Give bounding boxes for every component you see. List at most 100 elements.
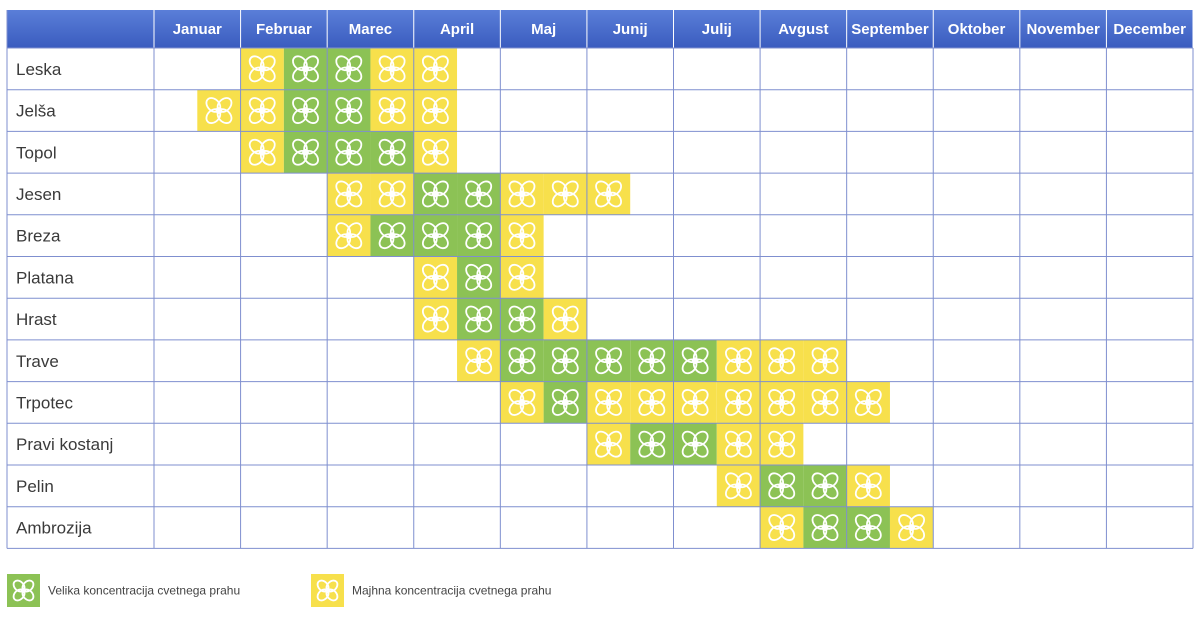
concentration-cell — [846, 506, 890, 549]
concentration-cell — [803, 381, 847, 424]
plant-label: Topol — [16, 143, 57, 162]
concentration-cell — [803, 465, 847, 507]
flower-icon — [811, 472, 839, 500]
concentration-cell — [413, 256, 458, 299]
plant-label: Jelša — [16, 102, 56, 121]
concentration-cell — [240, 131, 284, 174]
concentration-cell — [716, 339, 761, 382]
flower-icon — [421, 263, 449, 291]
concentration-cell — [716, 423, 761, 465]
concentration-cell — [500, 381, 544, 424]
concentration-cell — [846, 381, 890, 424]
plant-labels: Leska Jelša Topol Jesen Breza Platana Hrast Tra… — [16, 60, 113, 538]
concentration-cell — [760, 465, 804, 507]
month-label: April — [440, 21, 474, 38]
legend-item-high: Velika koncentracija cvetnega prahu — [7, 574, 240, 607]
concentration-cell — [413, 48, 458, 90]
flower-icon — [421, 138, 449, 166]
flower-icon — [465, 305, 493, 333]
flower-icon — [12, 579, 35, 602]
concentration-cell — [457, 339, 501, 382]
concentration-cell — [673, 339, 717, 382]
concentration-cell — [760, 381, 804, 424]
month-label: Julij — [702, 21, 732, 38]
flower-icon — [421, 97, 449, 124]
concentration-cell — [370, 173, 414, 215]
flower-icon — [248, 97, 276, 124]
plant-label: Jesen — [16, 185, 61, 204]
flower-icon — [725, 389, 752, 416]
concentration-cell — [500, 339, 544, 382]
month-label: Januar — [173, 21, 222, 38]
concentration-cell — [413, 298, 458, 340]
flower-icon — [205, 97, 233, 124]
flower-icon — [811, 347, 839, 375]
flower-icon — [421, 180, 449, 208]
flower-icon — [465, 180, 493, 208]
concentration-cell — [457, 173, 501, 215]
flower-icon — [681, 430, 709, 458]
month-label: December — [1113, 21, 1186, 38]
flower-icon — [378, 55, 406, 83]
month-label: Februar — [256, 21, 312, 38]
flower-icon — [638, 389, 666, 416]
plant-label: Hrast — [16, 310, 57, 329]
concentration-cell — [543, 298, 587, 340]
concentration-cell — [760, 506, 804, 549]
plant-label: Platana — [16, 268, 74, 287]
concentration-cell — [283, 48, 328, 90]
legend-item-low: Majhna koncentracija cvetnega prahu — [311, 574, 551, 607]
flower-icon — [768, 430, 796, 458]
concentration-cell — [327, 89, 371, 132]
concentration-cell — [457, 298, 501, 340]
concentration-cell — [803, 506, 847, 549]
concentration-cell — [760, 339, 804, 382]
flower-icon — [292, 138, 319, 166]
month-label: Maj — [531, 21, 556, 38]
flower-icon — [595, 389, 622, 416]
flower-icon — [551, 305, 579, 333]
plant-label: Leska — [16, 60, 62, 79]
flower-icon — [638, 430, 666, 458]
flower-icon — [316, 579, 339, 602]
flower-icon — [595, 430, 622, 458]
flower-icon — [421, 305, 449, 333]
flower-icon — [292, 97, 319, 124]
flower-icon — [465, 222, 493, 250]
flower-icon — [725, 347, 752, 375]
legend: Velika koncentracija cvetnega prahu Majh… — [7, 574, 551, 607]
concentration-cell — [413, 214, 458, 257]
flower-icon — [768, 472, 796, 500]
flower-icon — [465, 263, 493, 291]
flower-icon — [551, 389, 579, 416]
concentration-cell — [586, 339, 631, 382]
legend-label-low: Majhna koncentracija cvetnega prahu — [352, 584, 551, 598]
flower-icon — [551, 347, 579, 375]
concentration-cell — [240, 89, 284, 132]
concentration-cell — [673, 423, 717, 465]
concentration-cell — [543, 381, 587, 424]
concentration-cell — [500, 298, 544, 340]
concentration-cell — [327, 214, 371, 257]
flower-icon — [595, 347, 622, 375]
month-label: September — [851, 21, 929, 38]
flower-icon — [508, 305, 536, 333]
flower-icon — [681, 389, 709, 416]
flower-icon — [854, 389, 882, 416]
flower-icon — [768, 347, 796, 375]
flower-icon — [292, 55, 319, 83]
flower-icon — [12, 579, 35, 602]
month-label: Junij — [613, 21, 648, 38]
concentration-cell — [413, 89, 458, 132]
month-header: Januar Februar Marec April Maj Junij Julij Avgu… — [7, 10, 1194, 48]
flower-icon — [335, 138, 363, 166]
concentration-cell — [413, 131, 458, 174]
concentration-cell — [283, 89, 328, 132]
plant-label: Trave — [16, 352, 59, 371]
flower-icon — [725, 430, 752, 458]
flower-icon — [248, 55, 276, 83]
flower-icon — [638, 347, 666, 375]
concentration-cell — [889, 506, 934, 549]
flower-icon — [854, 514, 882, 541]
